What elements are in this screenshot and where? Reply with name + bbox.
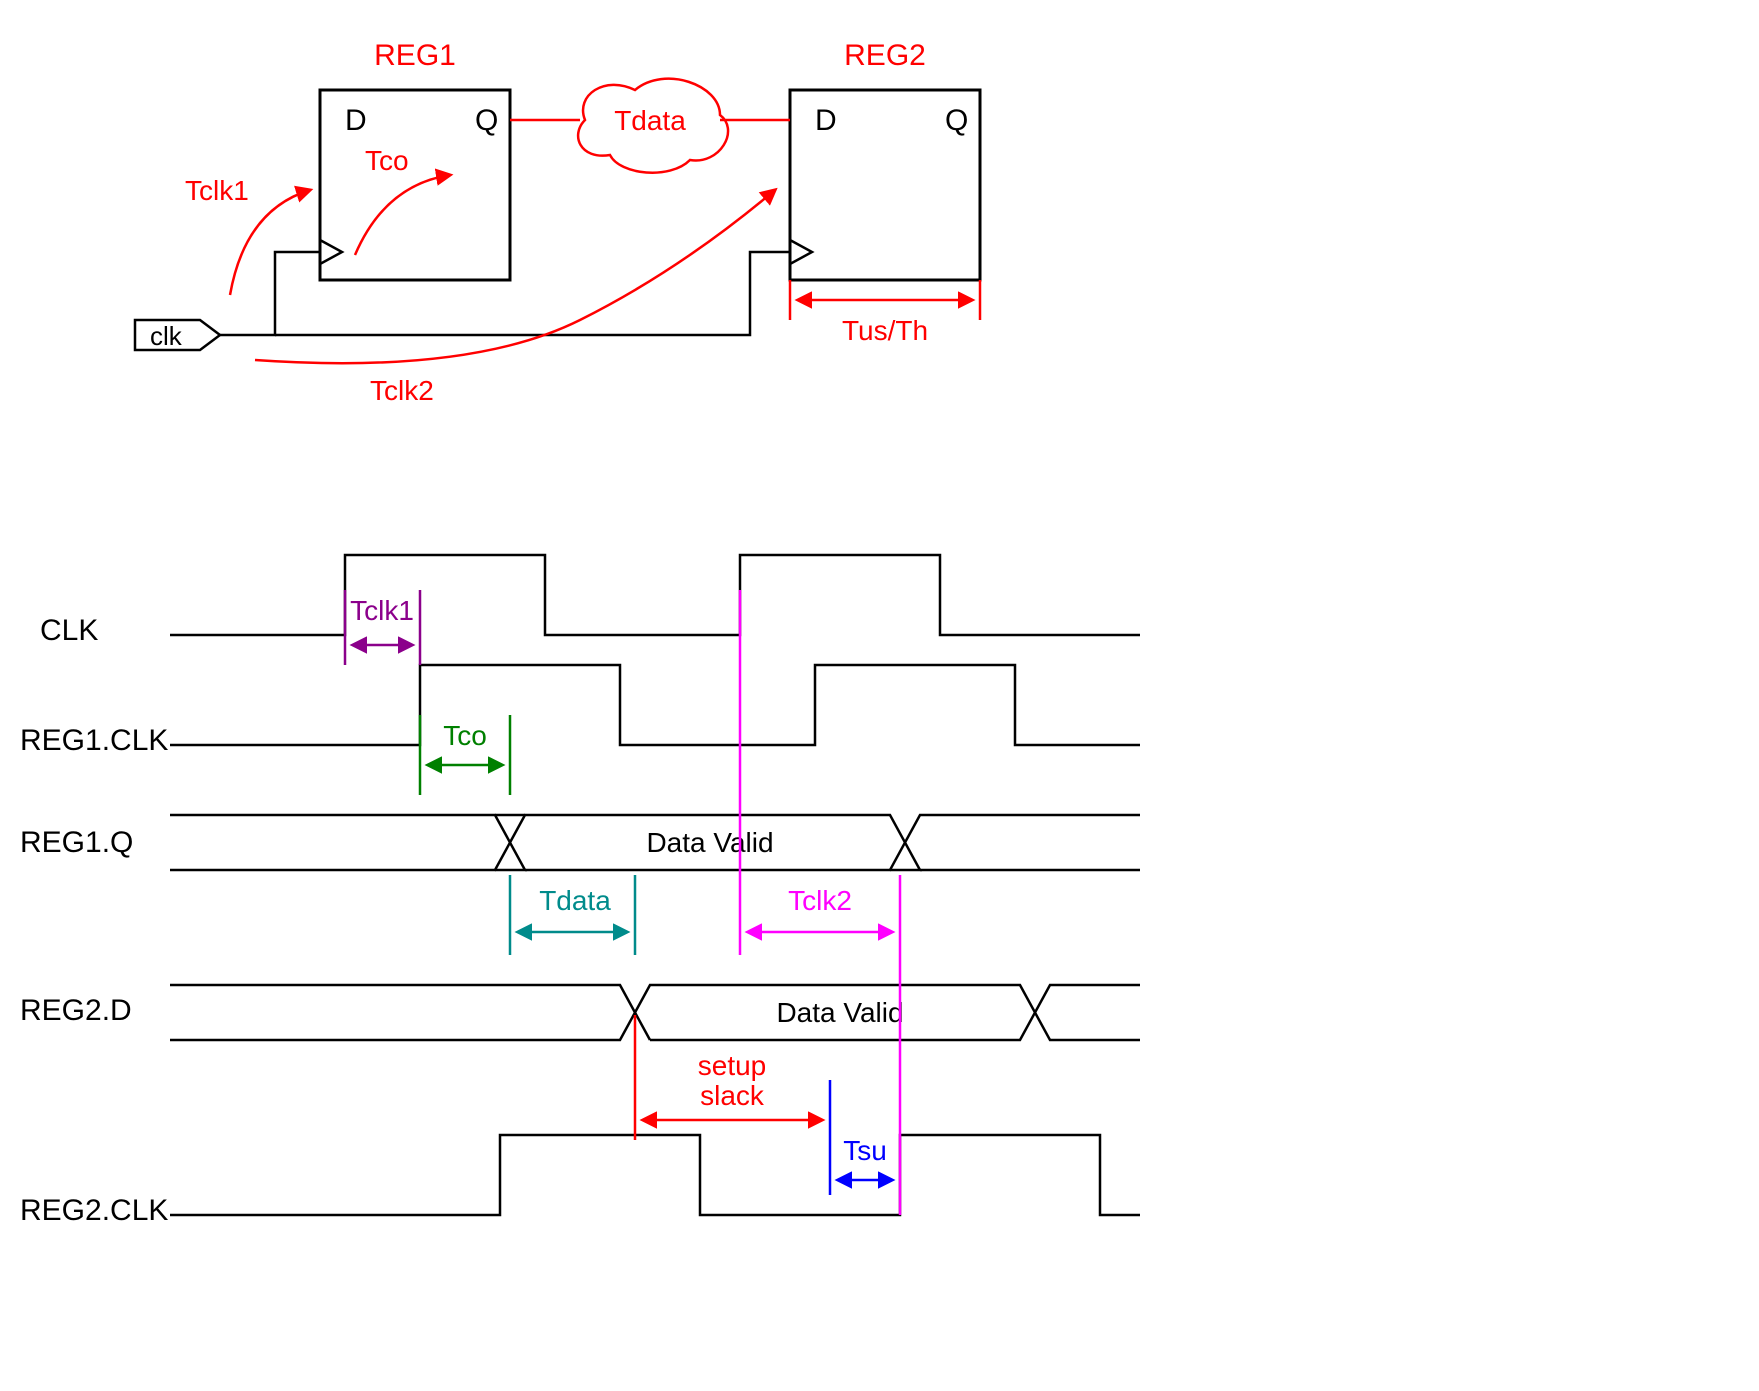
reg2d-data-valid: Data Valid bbox=[776, 997, 903, 1028]
setup-slack-label-2: slack bbox=[700, 1080, 765, 1111]
clk-label: clk bbox=[150, 321, 183, 351]
tclk1-arrow: Tclk1 bbox=[185, 175, 310, 295]
reg1clk-waveform bbox=[170, 665, 1140, 745]
signal-label-clk: CLK bbox=[40, 614, 98, 647]
reg2-block: REG2 D Q bbox=[790, 39, 980, 280]
tco-timing-label: Tco bbox=[443, 720, 487, 751]
tus-th-arrow: Tus/Th bbox=[790, 280, 980, 346]
reg1-title: REG1 bbox=[374, 39, 456, 72]
clk-source: clk bbox=[135, 320, 220, 351]
tclk2-timing-label: Tclk2 bbox=[788, 885, 852, 916]
tco-label: Tco bbox=[365, 145, 409, 176]
tdata-annotation: Tdata bbox=[510, 875, 635, 955]
signal-label-reg2d: REG2.D bbox=[20, 994, 132, 1027]
reg1-d-label: D bbox=[345, 104, 367, 137]
tus-th-label: Tus/Th bbox=[842, 315, 928, 346]
signal-label-reg1clk: REG1.CLK bbox=[20, 724, 168, 757]
setup-slack-label-1: setup bbox=[698, 1050, 767, 1081]
reg2-d-label: D bbox=[815, 104, 837, 137]
tclk2-label: Tclk2 bbox=[370, 375, 434, 406]
tclk1-annotation: Tclk1 bbox=[345, 590, 420, 665]
clk-wire bbox=[220, 252, 320, 335]
tdata-cloud: Tdata bbox=[578, 79, 728, 173]
tco-arrow: Tco bbox=[355, 145, 450, 255]
tsu-annotation: Tsu bbox=[838, 1135, 892, 1180]
setup-slack-annotation: setup slack bbox=[635, 1015, 830, 1195]
circuit-diagram: REG1 D Q REG2 D Q clk Tdat bbox=[135, 39, 980, 406]
reg2clk-waveform bbox=[170, 1135, 1140, 1215]
reg1q-waveform: Data Valid bbox=[170, 815, 1140, 870]
clk-wire-2 bbox=[275, 252, 790, 335]
tdata-timing-label: Tdata bbox=[539, 885, 611, 916]
reg2d-waveform: Data Valid bbox=[170, 985, 1140, 1040]
tdata-label: Tdata bbox=[614, 105, 686, 136]
signal-label-reg1q: REG1.Q bbox=[20, 826, 133, 859]
timing-diagram: CLK REG1.CLK REG1.Q REG2.D REG2.CLK Data… bbox=[20, 555, 1140, 1227]
reg2-title: REG2 bbox=[844, 39, 926, 72]
tclk1-timing-label: Tclk1 bbox=[350, 595, 414, 626]
clk-waveform bbox=[170, 555, 1140, 635]
reg1q-data-valid: Data Valid bbox=[646, 827, 773, 858]
tclk2-arrow: Tclk2 bbox=[255, 190, 775, 406]
tco-annotation: Tco bbox=[420, 715, 510, 795]
reg1-q-label: Q bbox=[475, 104, 498, 137]
tsu-label: Tsu bbox=[843, 1135, 887, 1166]
tclk1-label: Tclk1 bbox=[185, 175, 249, 206]
reg1-block: REG1 D Q bbox=[320, 39, 510, 280]
signal-label-reg2clk: REG2.CLK bbox=[20, 1194, 168, 1227]
reg2-q-label: Q bbox=[945, 104, 968, 137]
